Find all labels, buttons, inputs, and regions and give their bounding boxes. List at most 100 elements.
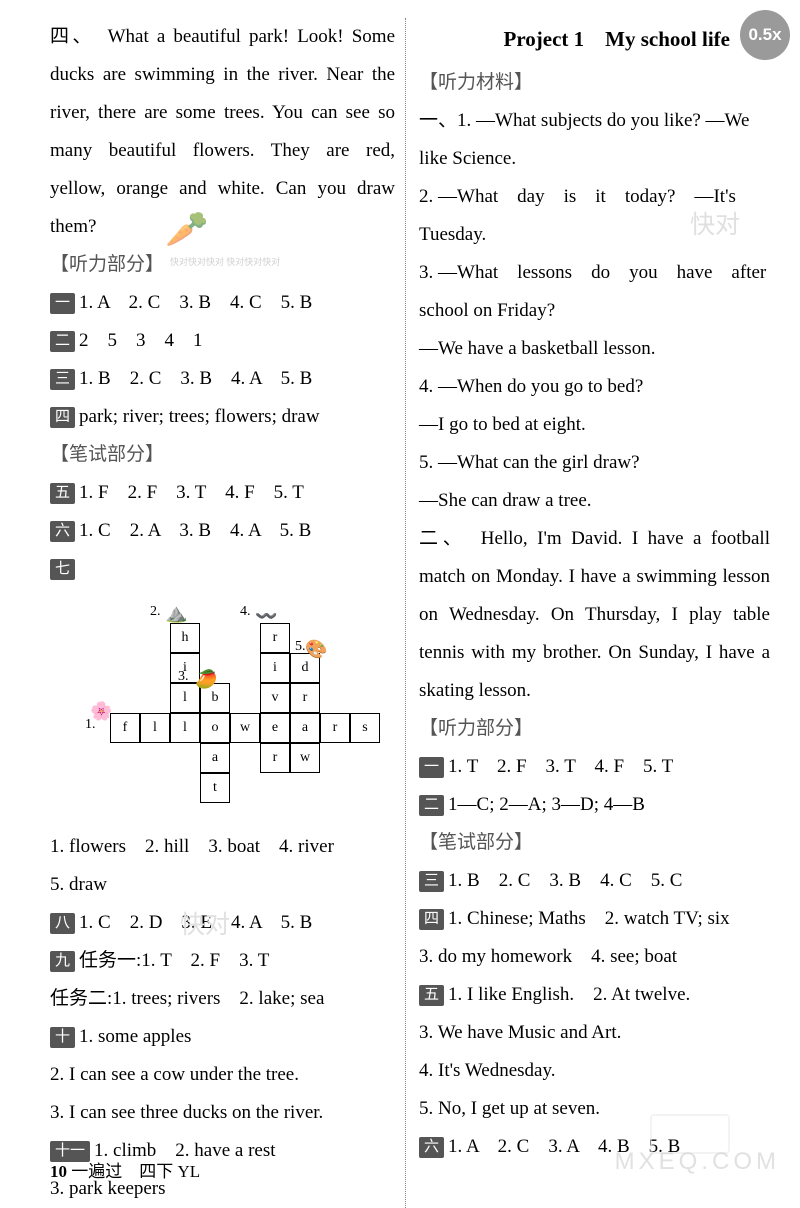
crossword-puzzle: hillboatriverdrawflwrs1.2.3.4.5.🌸⛰️🥭〰️🎨 [60,593,380,823]
section-num-10: 十 [50,1027,75,1048]
q1-3c: —We have a basketball lesson. [419,330,770,368]
answer-row-6: 六1. C 2. A 3. B 4. A 5. B [50,512,395,550]
footer-text: 一遍过 四下 YL [71,1162,200,1181]
r-section-num-5: 五 [419,985,444,1006]
r-answer-row-5-1: 五1. I like English. 2. At twelve. [419,976,770,1014]
answers-6: 1. C 2. A 3. B 4. A 5. B [79,520,311,541]
q1-1b: like Science. [419,140,770,178]
section-num-4: 四 [50,407,75,428]
q1-4a: 4. —When do you go to bed? [419,368,770,406]
section-num-6: 六 [50,521,75,542]
crossword-cell: a [200,743,230,773]
crossword-cell: f [110,713,140,743]
paragraph-2: 二、 Hello, I'm David. I have a football m… [419,520,770,710]
section-num-5: 五 [50,483,75,504]
r-answer-row-2: 二1—C; 2—A; 3—D; 4—B [419,786,770,824]
r-answers-1: 1. T 2. F 3. T 4. F 5. T [448,756,673,777]
q1-1a: 一、1. —What subjects do you like? —We [419,102,770,140]
crossword-number: 4. [240,598,251,626]
right-column: Project 1 My school life 【听力材料】 一、1. —Wh… [414,18,770,1208]
r-section-num-1: 一 [419,757,444,778]
r-answer-row-1: 一1. T 2. F 3. T 4. F 5. T [419,748,770,786]
left-column: 四、 What a beautiful park! Look! Some duc… [50,18,406,1208]
r-answers-5-1: 1. I like English. 2. At twelve. [448,984,690,1005]
watermark-kuaidui-1: 快对 [690,200,740,250]
answer-row-5: 五1. F 2. F 3. T 4. F 5. T [50,474,395,512]
zoom-badge: 0.5x [740,10,790,60]
q1-5a: 5. —What can the girl draw? [419,444,770,482]
section-num-8: 八 [50,913,75,934]
section-num-1: 一 [50,293,75,314]
answer-row-7: 七 [50,550,395,588]
r-section-num-4: 四 [419,909,444,930]
crossword-clue-icon: 🥭 [195,661,217,697]
listening-material-label: 【听力材料】 [419,64,770,102]
answer-row-9-task2: 任务二:1. trees; rivers 2. lake; sea [50,980,395,1018]
r-section-num-2: 二 [419,795,444,816]
answers-4: park; river; trees; flowers; draw [79,406,320,427]
crossword-cell: l [140,713,170,743]
crossword-number: 3. [178,663,189,691]
listening-section-label-r: 【听力部分】 [419,710,770,748]
crossword-words-2: 5. draw [50,866,395,904]
page-number: 10 [50,1162,67,1181]
watermark-kuaidui-2: 快对 [180,900,230,950]
r-answer-row-4-1: 四1. Chinese; Maths 2. watch TV; six [419,900,770,938]
q1-5b: —She can draw a tree. [419,482,770,520]
r-answers-3: 1. B 2. C 3. B 4. C 5. C [448,870,682,891]
crossword-cell: w [230,713,260,743]
answer-row-10-3: 3. I can see three ducks on the river. [50,1094,395,1132]
crossword-words-1: 1. flowers 2. hill 3. boat 4. river [50,828,395,866]
crossword-cell: i [260,653,290,683]
crossword-cell: l [170,713,200,743]
crossword-cell: r [320,713,350,743]
r-answer-row-5-2: 3. We have Music and Art. [419,1014,770,1052]
crossword-cell: r [290,683,320,713]
crossword-clue-icon: ⛰️ [165,595,187,631]
crossword-cell: r [260,743,290,773]
writing-section-label: 【笔试部分】 [50,436,395,474]
r-answer-row-3: 三1. B 2. C 3. B 4. C 5. C [419,862,770,900]
q1-4b: —I go to bed at eight. [419,406,770,444]
crossword-cell: w [290,743,320,773]
section-num-3: 三 [50,369,75,390]
crossword-clue-icon: 〰️ [255,598,277,634]
answers-2: 2 5 3 4 1 [79,330,203,351]
answers-3: 1. B 2. C 3. B 4. A 5. B [79,368,312,389]
answers-10-1: 1. some apples [79,1026,191,1047]
answer-row-10-1: 十1. some apples [50,1018,395,1056]
r-answers-2: 1—C; 2—A; 3—D; 4—B [448,794,645,815]
q1-3a: 3. —What lessons do you have after [419,254,770,292]
r-answer-row-5-3: 4. It's Wednesday. [419,1052,770,1090]
r-answers-4-1: 1. Chinese; Maths 2. watch TV; six [448,908,730,929]
section-num-2: 二 [50,331,75,352]
answer-row-1: 一1. A 2. C 3. B 4. C 5. B [50,284,395,322]
r-answer-row-4-2: 3. do my homework 4. see; boat [419,938,770,976]
crossword-clue-icon: 🎨 [305,631,327,667]
page-footer: 10 一遍过 四下 YL [50,1155,200,1189]
project-header: Project 1 My school life [419,18,770,60]
crossword-cell: o [200,713,230,743]
task1-label: 任务一: [79,950,141,971]
r-section-num-3: 三 [419,871,444,892]
crossword-cell: t [200,773,230,803]
task2-label: 任务二: [50,988,112,1009]
watermark-mxeq: MXEQ.COM [615,1138,780,1186]
q1-3b: school on Friday? [419,292,770,330]
section-num-7: 七 [50,559,75,580]
crossword-clue-icon: 🌸 [90,693,112,729]
paragraph-4: 四、 What a beautiful park! Look! Some duc… [50,18,395,246]
r-section-num-6: 六 [419,1137,444,1158]
task1-answers: 1. T 2. F 3. T [141,950,269,971]
crossword-cell: s [350,713,380,743]
answers-5: 1. F 2. F 3. T 4. F 5. T [79,482,304,503]
writing-section-label-r: 【笔试部分】 [419,824,770,862]
crossword-cell: a [290,713,320,743]
answer-row-2: 二2 5 3 4 1 [50,322,395,360]
task2-answers: 1. trees; rivers 2. lake; sea [112,988,324,1009]
crossword-number: 5. [295,633,306,661]
crossword-cell: e [260,713,290,743]
section-num-9: 九 [50,951,75,972]
two-column-layout: 四、 What a beautiful park! Look! Some duc… [50,18,770,1208]
crossword-cell: v [260,683,290,713]
